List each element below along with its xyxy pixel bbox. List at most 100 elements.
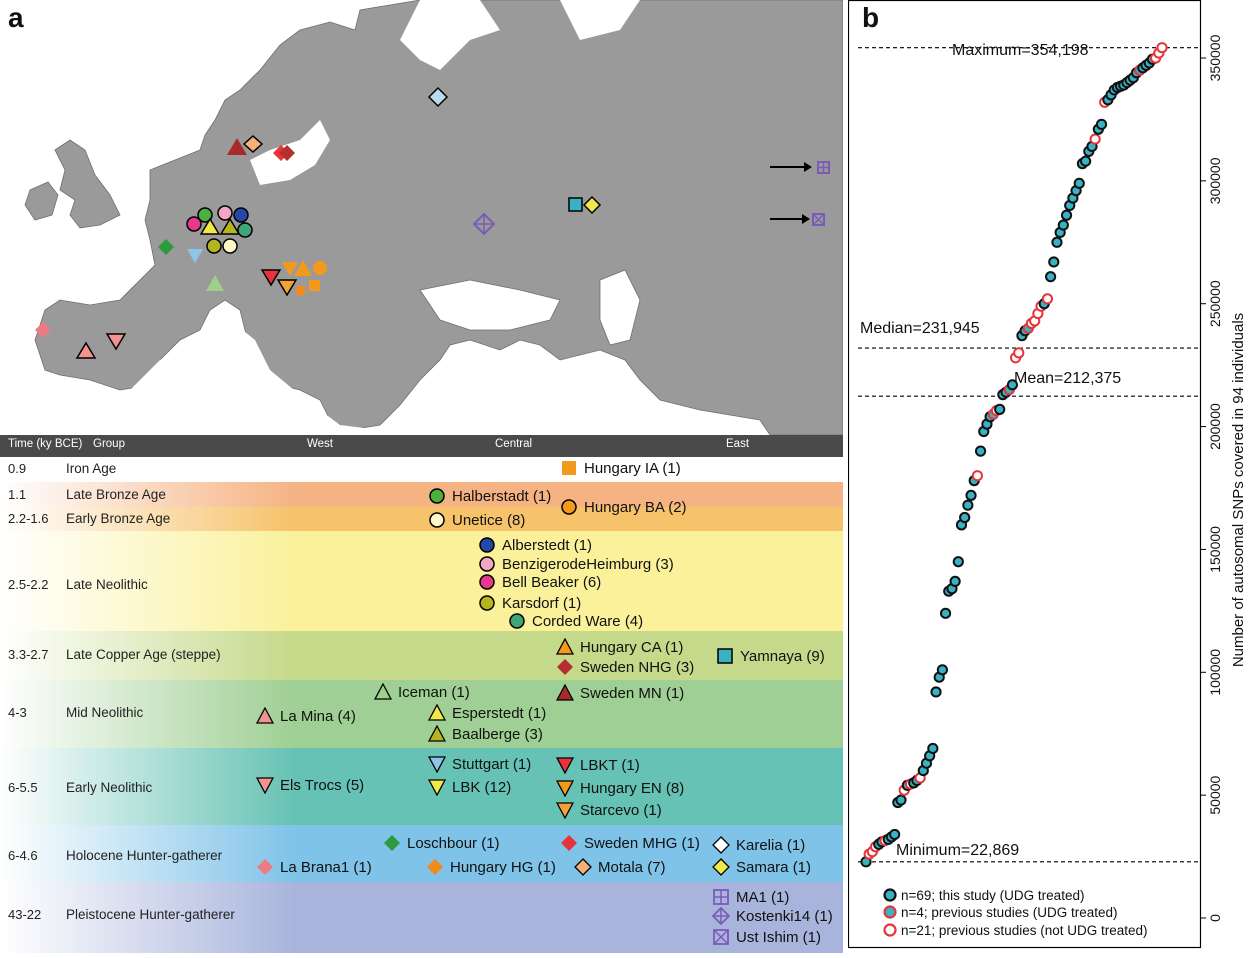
circle-marker-icon <box>479 556 495 572</box>
triangle-down-marker-icon <box>428 779 446 796</box>
legend-entry: BenzigerodeHeimburg (3) <box>478 555 674 573</box>
legend-entry-label: Starcevo (1) <box>580 801 662 819</box>
triangle-marker-icon <box>556 638 574 655</box>
data-point <box>1089 133 1101 145</box>
legend-entry: Sweden MHG (1) <box>560 834 700 852</box>
legend-entry-label: La Brana1 (1) <box>280 858 372 876</box>
legend-label: n=69; this study (UDG treated) <box>901 888 1084 903</box>
data-point <box>1080 155 1092 167</box>
band-group: Mid Neolithic <box>66 705 144 720</box>
data-point <box>1006 379 1019 391</box>
data-point <box>965 489 977 501</box>
band-time: 4-3 <box>8 705 27 720</box>
circle-marker-icon <box>429 512 445 528</box>
legend-entry-label: Iceman (1) <box>398 683 470 701</box>
legend-entry: Halberstadt (1) <box>428 487 551 505</box>
band-group: Early Neolithic <box>66 780 153 795</box>
data-point <box>1057 219 1069 231</box>
sea-black <box>419 279 561 331</box>
circle-marker-icon <box>479 537 495 553</box>
y-tick-label: 0 <box>1207 914 1223 922</box>
legend-entry-label: Kostenki14 (1) <box>736 907 833 925</box>
legend-entry-label: Hungary IA (1) <box>584 459 681 477</box>
legend-entry: Karelia (1) <box>712 836 805 854</box>
legend-entry-label: Sweden MHG (1) <box>584 834 700 852</box>
annotation-median: Median=231,945 <box>860 320 980 337</box>
diamond-marker-icon <box>257 859 273 875</box>
diamond-marker-icon <box>384 835 400 851</box>
legend-label: n=21; previous studies (not UDG treated) <box>901 923 1148 938</box>
legend-entry: Starcevo (1) <box>556 801 662 819</box>
annotation-minimum: Minimum=22,869 <box>896 842 1019 859</box>
legend-entry-label: Yamnaya (9) <box>740 647 825 665</box>
legend-entry-label: Els Trocs (5) <box>280 776 365 794</box>
data-point <box>1045 271 1057 283</box>
legend-entry: LBK (12) <box>428 778 511 796</box>
legend-entry-label: Sweden NHG (3) <box>580 658 695 676</box>
band-2: 2.2-1.6 Early Bronze Age <box>0 507 843 531</box>
y-tick-label: 350000 <box>1207 34 1223 81</box>
triangle-marker-icon <box>256 707 274 724</box>
data-point <box>1051 236 1063 248</box>
triangle-down-marker-icon <box>556 780 574 797</box>
triangle-marker-icon <box>428 725 446 742</box>
circle-marker-icon <box>561 499 577 515</box>
circle-marker-icon <box>429 488 445 504</box>
y-axis-label: Number of autosomal SNPs covered in 94 i… <box>1230 313 1247 667</box>
triangle-down-marker-icon <box>428 756 446 773</box>
band-7: 6-4.6 Holocene Hunter-gatherer <box>0 825 843 882</box>
legend-entry-label: Hungary EN (8) <box>580 779 685 797</box>
band-0: 0.9 Iron Age <box>0 457 843 482</box>
diamond-plus-marker-icon <box>712 907 730 925</box>
map-svg <box>0 0 843 435</box>
legend-entry-label: Bell Beaker (6) <box>502 573 602 591</box>
legend-entry-label: LBKT (1) <box>580 756 640 774</box>
legend-entry-label: Stuttgart (1) <box>452 755 532 773</box>
band-time: 2.2-1.6 <box>8 511 49 526</box>
sea-mediterranean <box>120 320 400 435</box>
header-group: Group <box>93 438 125 450</box>
legend-entry-label: Corded Ware (4) <box>532 612 644 630</box>
legend-entry: Stuttgart (1) <box>428 755 531 773</box>
legend-entry: Ust Ishim (1) <box>712 928 821 946</box>
panel-a: a Time (ky BCE) Group West Central East … <box>0 0 843 953</box>
band-time: 2.5-2.2 <box>8 577 49 592</box>
header-time: Time (ky BCE) <box>8 438 83 450</box>
triangle-marker-icon <box>374 683 392 700</box>
legend-marker <box>883 888 897 902</box>
table-header: Time (ky BCE) Group West Central East <box>0 435 843 457</box>
diamond-marker-icon <box>557 659 573 675</box>
legend-entry: Els Trocs (5) <box>256 776 364 794</box>
snp-scatter-plot: 0 50000 100000 150000 200000 250000 300000 3500… <box>847 0 1253 958</box>
legend-entry-label: LBK (12) <box>452 778 512 796</box>
data-point <box>939 607 952 619</box>
legend-entry: LBKT (1) <box>556 756 640 774</box>
legend-entry: MA1 (1) <box>712 888 789 906</box>
legend-entry-label: Ust Ishim (1) <box>736 928 822 946</box>
circle-marker-icon <box>479 574 495 590</box>
legend-entry-label: Loschbour (1) <box>407 834 500 852</box>
circle-marker-icon <box>479 595 495 611</box>
data-point <box>927 742 939 755</box>
band-3: 2.5-2.2 Late Neolithic <box>0 531 843 631</box>
triangle-down-marker-icon <box>556 757 574 774</box>
legend-entry: Loschbour (1) <box>383 834 500 852</box>
data-point <box>1095 118 1108 130</box>
legend-entry: Karsdorf (1) <box>478 594 581 612</box>
band-6: 6-5.5 Early Neolithic <box>0 748 843 825</box>
square-plus-marker-icon <box>713 889 729 905</box>
band-time: 0.9 <box>8 461 27 476</box>
legend-entry: Sweden NHG (3) <box>556 658 694 676</box>
legend-entry-label: Baalberge (3) <box>452 725 543 743</box>
legend-entry: Kostenki14 (1) <box>712 907 833 925</box>
legend-entry: Baalberge (3) <box>428 725 543 743</box>
data-point <box>974 445 987 457</box>
legend-label: n=4; previous studies (UDG treated) <box>901 905 1117 920</box>
plot-frame <box>847 0 1202 949</box>
legend-entry: Samara (1) <box>712 858 811 876</box>
legend-entry: Unetice (8) <box>428 511 525 529</box>
legend-entry-label: Samara (1) <box>736 858 812 876</box>
band-group: Late Neolithic <box>66 577 148 592</box>
legend-entry: Motala (7) <box>574 858 666 876</box>
diamond-marker-icon <box>712 836 730 854</box>
